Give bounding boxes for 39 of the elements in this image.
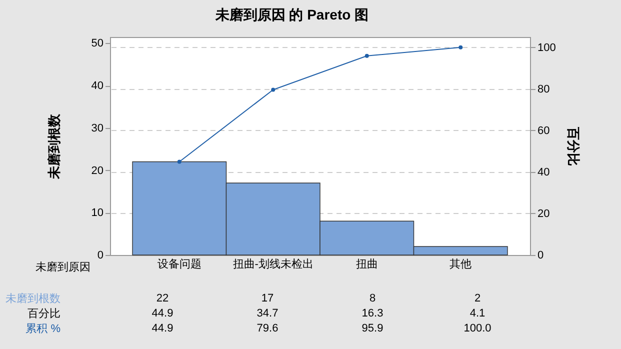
data-label: 100.0	[464, 322, 492, 334]
x-tick-label: 设备问题	[157, 258, 202, 270]
y-tick-label: 40	[91, 80, 104, 92]
y2-tick-label: 0	[538, 250, 544, 262]
text: 16.3	[362, 308, 384, 320]
y2-tick-label: 100	[538, 42, 556, 54]
x-tick-label: 其他	[450, 258, 472, 270]
x-tick-label: 扭曲-划线未检出	[232, 258, 314, 270]
y-tick-label: 10	[91, 207, 104, 220]
point	[458, 45, 463, 50]
data-label: 2	[474, 292, 481, 304]
y2-tick-label: 20	[538, 208, 550, 220]
text: 未磨到根数	[6, 292, 60, 305]
y-tick-label: 0	[97, 250, 104, 262]
data-label: 79.6	[256, 322, 278, 334]
text: 44.9	[152, 308, 174, 320]
data-label: 17	[261, 292, 274, 304]
text: 百分比	[28, 307, 60, 320]
text: 34.7	[256, 308, 278, 320]
y2-tick-label: 80	[538, 83, 550, 96]
point	[177, 160, 182, 164]
chart-title: 未磨到原因 的 Pareto 图	[214, 6, 369, 22]
text: 4.1	[470, 308, 486, 320]
x-tick-label: 扭曲	[356, 258, 378, 270]
y-axis-title: 未磨到根数	[46, 113, 62, 180]
y2-tick-label: 40	[538, 166, 550, 178]
data-label: 22	[156, 292, 169, 304]
y-tick-label: 50	[91, 38, 104, 50]
y2-tick-label: 60	[538, 124, 550, 137]
data-label: 8	[369, 292, 376, 304]
point	[271, 88, 276, 92]
x-axis-title: 未磨到原因	[36, 260, 90, 274]
y2-axis-title: 百分比	[566, 126, 581, 166]
point	[364, 54, 369, 58]
data-label: 95.9	[362, 322, 384, 334]
y-tick-label: 20	[91, 164, 104, 177]
text: 累积 %	[26, 323, 61, 335]
data-label: 44.9	[152, 322, 174, 334]
y-tick-label: 30	[91, 122, 104, 134]
